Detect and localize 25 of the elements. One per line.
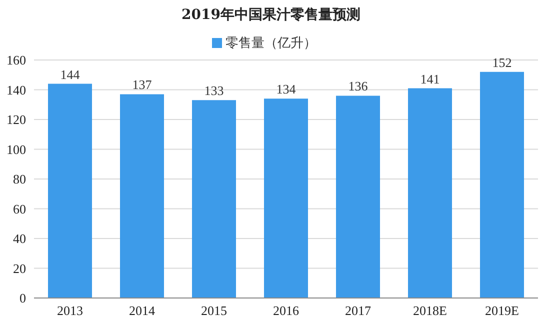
x-tick-label: 2013 xyxy=(57,303,83,318)
y-tick-label: 40 xyxy=(13,231,26,246)
legend-label: 零售量（亿升） xyxy=(226,36,316,51)
y-tick-label: 120 xyxy=(6,112,26,128)
x-tick-label: 2015 xyxy=(201,303,227,318)
y-tick-label: 80 xyxy=(13,172,26,187)
y-tick-label: 160 xyxy=(6,52,26,68)
data-label: 133 xyxy=(204,83,224,98)
x-tick-label: 2018E xyxy=(413,303,448,318)
y-tick-label: 100 xyxy=(6,142,26,157)
data-label: 137 xyxy=(132,77,152,92)
data-label: 134 xyxy=(276,82,296,97)
data-label: 144 xyxy=(60,66,80,82)
y-tick-label: 20 xyxy=(13,260,26,276)
y-tick-label: 60 xyxy=(13,201,26,216)
x-tick-label: 2014 xyxy=(129,303,156,318)
x-tick-label: 2017 xyxy=(345,303,372,318)
data-label: 152 xyxy=(492,54,512,70)
y-tick-label: 0 xyxy=(20,290,26,306)
y-tick-label: 140 xyxy=(6,82,26,98)
chart-title: 2019年中国果汁零售量预测 xyxy=(180,6,362,25)
x-tick-label: 2016 xyxy=(273,303,300,318)
x-tick-label: 2019E xyxy=(485,303,520,318)
data-label: 136 xyxy=(348,78,368,94)
data-label: 141 xyxy=(420,71,440,86)
